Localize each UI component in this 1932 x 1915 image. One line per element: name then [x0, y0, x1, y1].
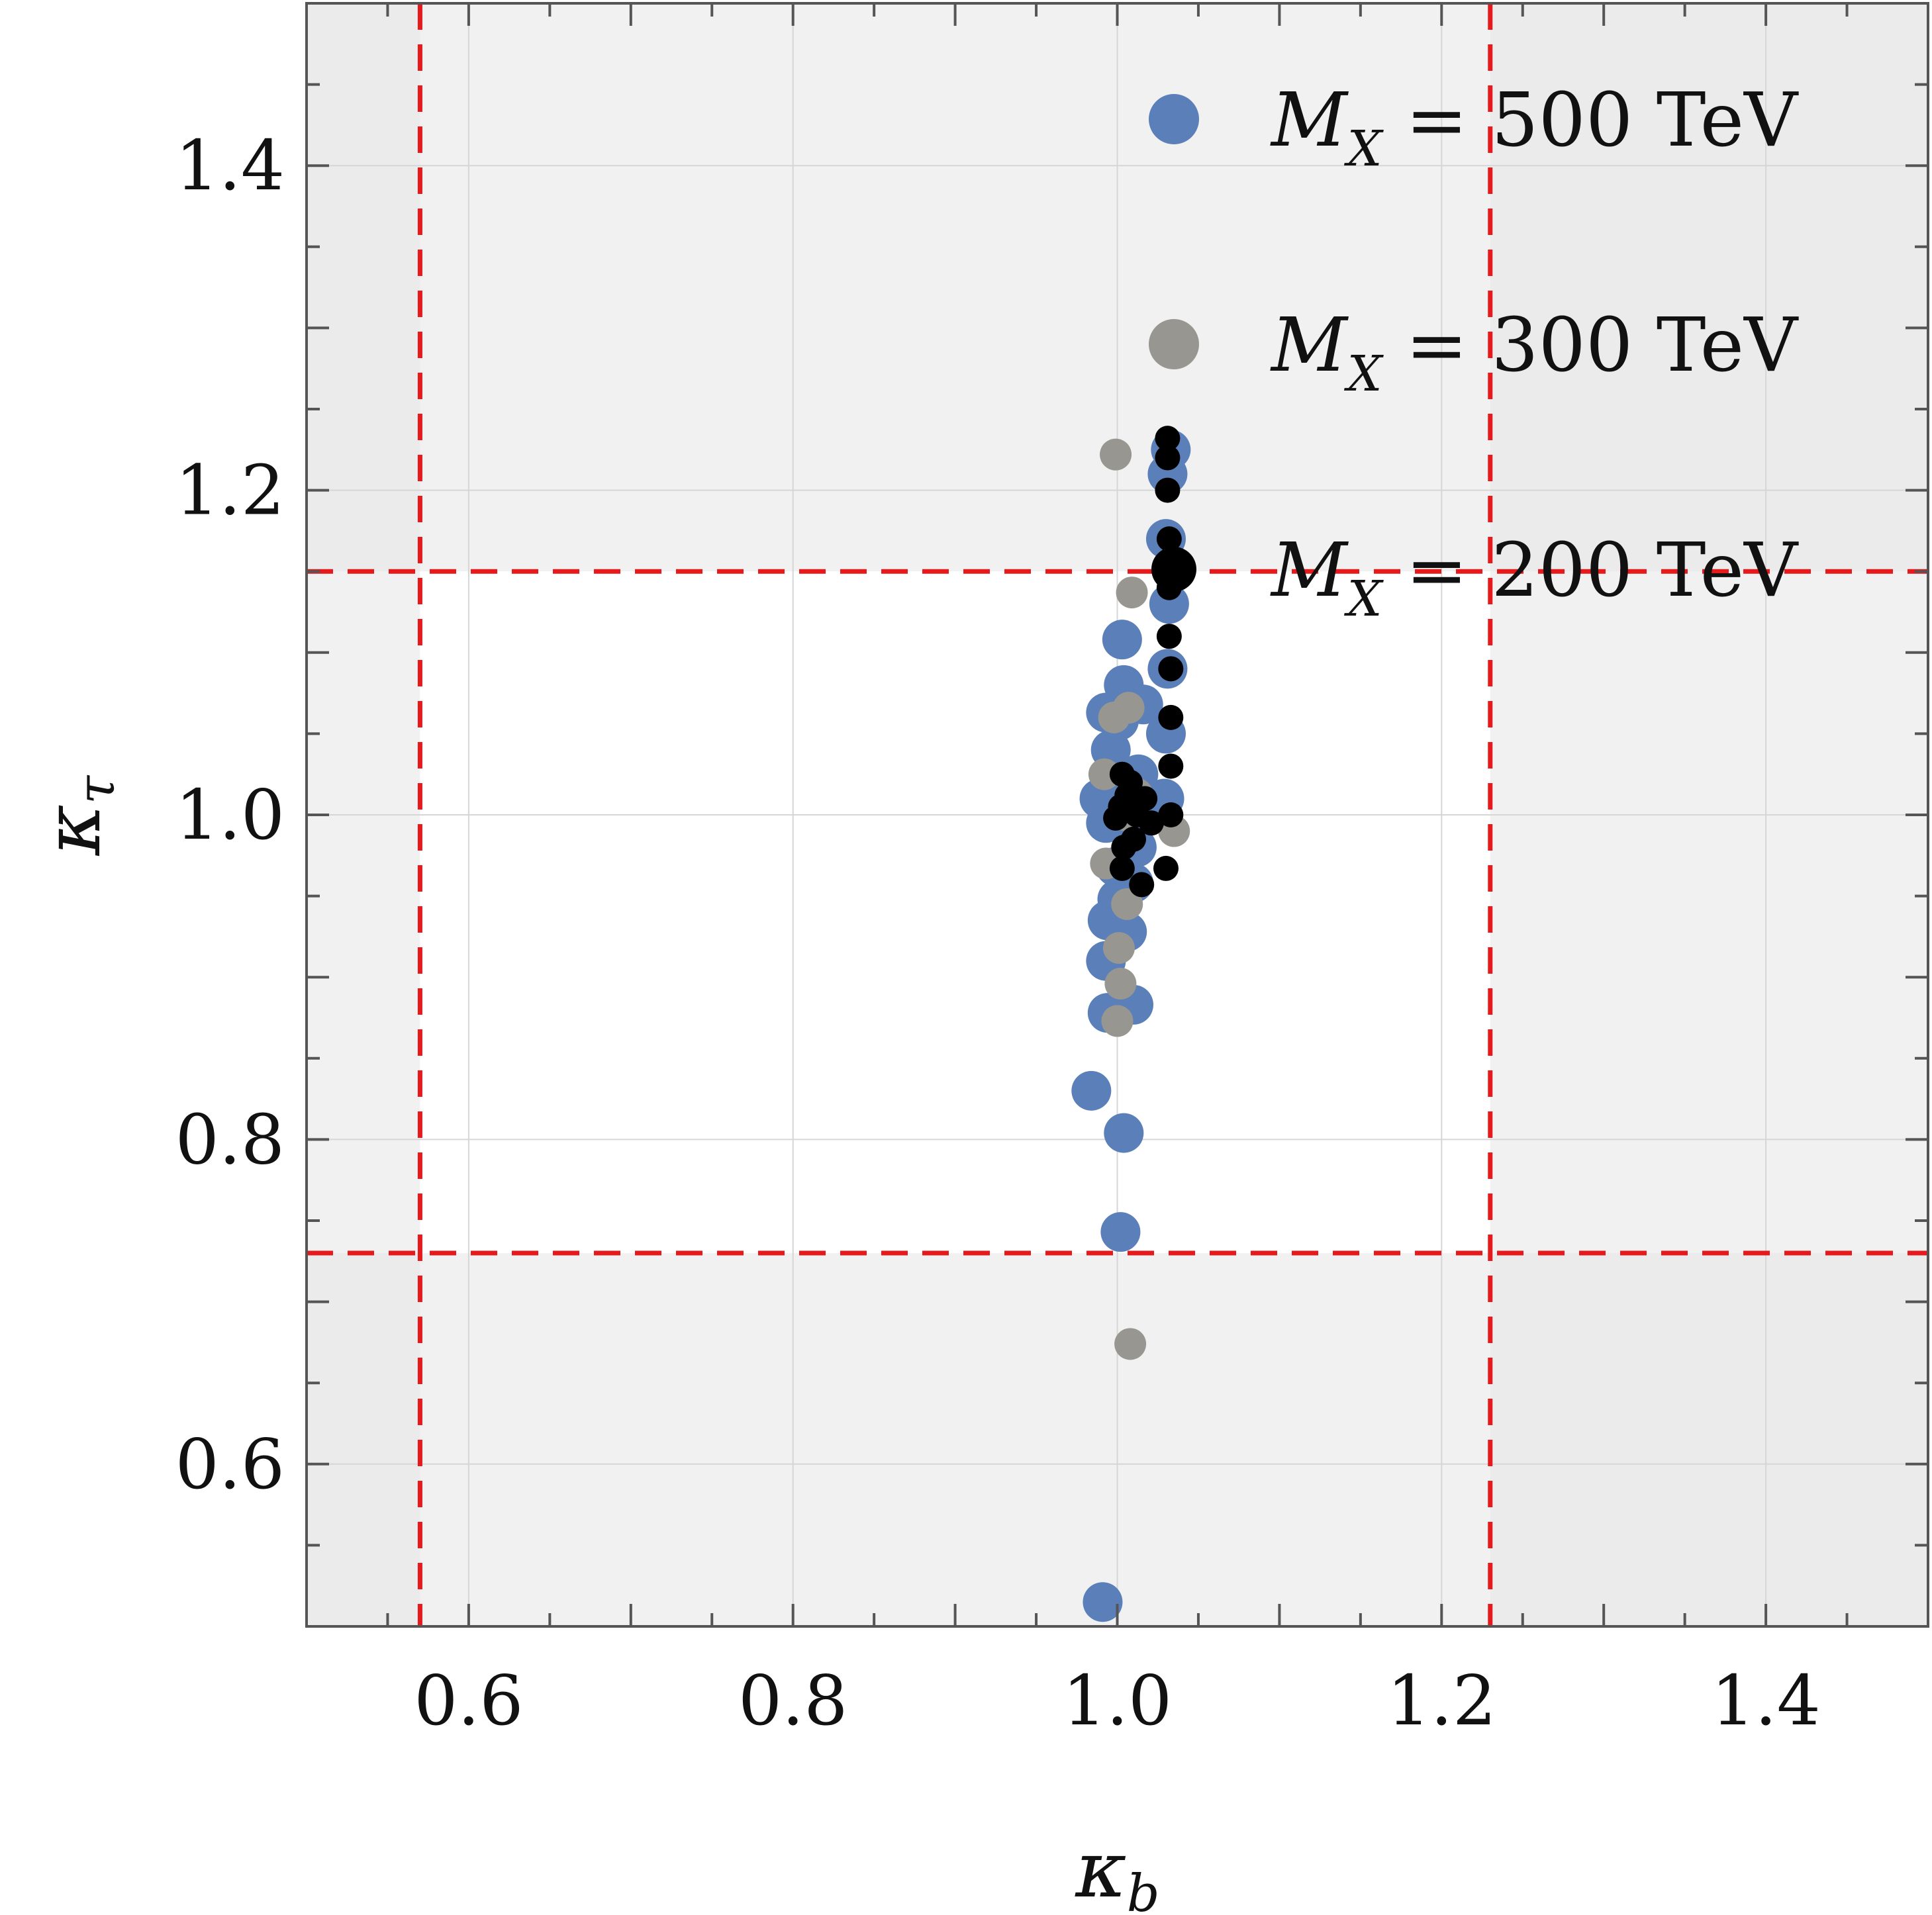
legend-label-subscript: X	[1344, 120, 1384, 177]
legend-label-subscript: X	[1344, 571, 1384, 628]
legend-label-value: = 500 TeV	[1382, 77, 1799, 163]
legend-label-symbol: M	[1270, 303, 1349, 389]
data-point	[1138, 810, 1164, 836]
data-points	[1071, 426, 1191, 1622]
data-point	[1071, 1070, 1112, 1111]
data-point	[1104, 1113, 1144, 1153]
data-point	[1111, 888, 1143, 920]
bound-lines	[307, 3, 1928, 1626]
legend-label-symbol: M	[1270, 528, 1349, 614]
data-point	[1116, 577, 1148, 609]
excluded-corner-top-left	[307, 3, 420, 572]
x-tick-label: 1.2	[1387, 1660, 1496, 1741]
y-tick-label: 1.0	[175, 774, 285, 855]
data-point	[1102, 620, 1142, 660]
data-point	[1100, 1212, 1141, 1252]
legend-label-symbol: M	[1270, 77, 1349, 163]
data-point	[1129, 872, 1155, 898]
data-point	[1109, 855, 1135, 881]
x-tick-label: 0.6	[414, 1660, 523, 1741]
data-point	[1088, 758, 1120, 790]
data-point	[1158, 704, 1184, 730]
data-point	[1101, 1005, 1134, 1037]
excluded-corner-bottom-left	[307, 1253, 420, 1626]
x-tick-label: 0.8	[738, 1660, 847, 1741]
data-point	[1156, 624, 1182, 649]
data-point	[1120, 826, 1146, 852]
legend-label-value: = 200 TeV	[1382, 528, 1799, 614]
legend-label: MX = 300 TeV	[1270, 303, 1799, 402]
data-point	[1104, 968, 1137, 1000]
y-axis-label-sub: τ	[67, 774, 126, 804]
data-point	[1158, 753, 1184, 779]
y-tick-label: 1.2	[175, 450, 285, 531]
data-point	[1109, 761, 1135, 787]
data-point	[1158, 802, 1184, 827]
x-tick-label: 1.4	[1711, 1660, 1820, 1741]
y-tick-label: 1.4	[175, 125, 285, 206]
x-axis-label-sub: b	[1127, 1864, 1160, 1915]
excluded-corner-bottom-right	[1490, 1253, 1928, 1626]
allowed-region	[420, 571, 1490, 1254]
legend-label: MX = 200 TeV	[1270, 528, 1799, 628]
y-axis-label-main: κ	[26, 804, 118, 857]
data-point	[1158, 656, 1184, 682]
y-tick-label: 0.6	[175, 1424, 285, 1505]
x-axis-label-main: κ	[1074, 1824, 1126, 1915]
data-point	[1153, 855, 1179, 881]
data-point	[1100, 438, 1132, 471]
excluded-corner-top-right	[1490, 3, 1928, 572]
y-axis-label: κτ	[26, 774, 126, 857]
data-point	[1083, 1582, 1123, 1622]
legend-label-subscript: X	[1344, 346, 1384, 402]
legend-label-value: = 300 TeV	[1382, 303, 1799, 389]
legend-label: MX = 500 TeV	[1270, 77, 1799, 177]
axis-ticks: 0.6 0.8 1.0 1.2 1.4 0.6 0.8 1.0 1.2 1.4	[175, 2, 1929, 1741]
legend-marker	[1149, 94, 1199, 144]
x-tick-label: 1.0	[1063, 1660, 1172, 1741]
data-point	[1132, 786, 1158, 812]
x-axis-label: κb	[1074, 1824, 1159, 1915]
series-3	[1103, 426, 1184, 898]
data-point	[1155, 426, 1181, 451]
y-tick-label: 0.8	[175, 1099, 285, 1180]
data-point	[1156, 526, 1182, 552]
data-point	[1155, 477, 1181, 503]
legend-marker	[1151, 547, 1196, 592]
legend-marker	[1149, 319, 1199, 369]
data-point	[1155, 445, 1181, 471]
data-point	[1114, 1328, 1147, 1360]
data-point	[1102, 932, 1135, 964]
data-point	[1112, 692, 1145, 724]
